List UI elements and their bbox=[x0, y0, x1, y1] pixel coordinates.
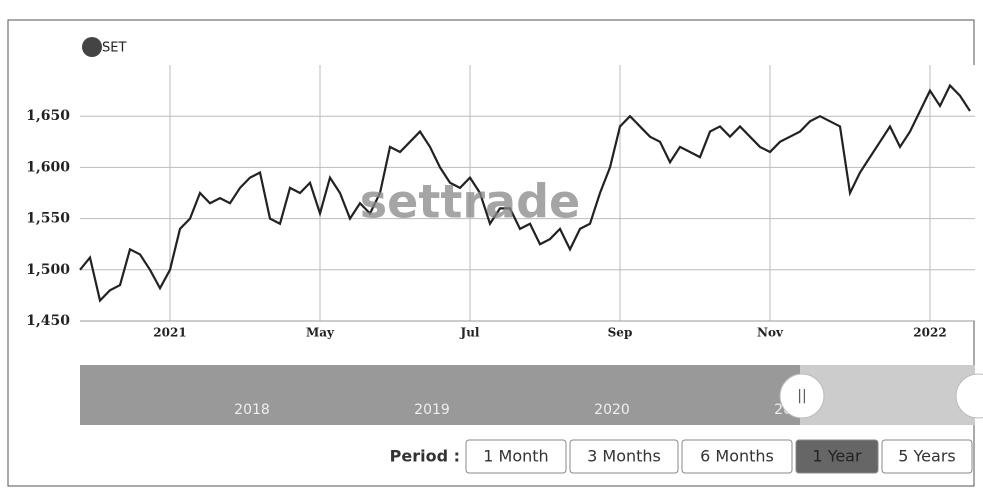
navigator-label: 2018 bbox=[234, 402, 270, 418]
period-button[interactable] bbox=[881, 439, 973, 474]
period-button-label[interactable]: 6 Months bbox=[700, 447, 774, 466]
period-button[interactable] bbox=[681, 439, 793, 474]
legend-label: SET bbox=[102, 41, 126, 56]
period-button-label[interactable]: 5 Years bbox=[898, 447, 955, 466]
legend-swatch bbox=[82, 37, 102, 57]
navigator-handle[interactable] bbox=[955, 373, 983, 419]
period-label: Period : bbox=[390, 447, 460, 466]
navigator-selection bbox=[800, 365, 975, 425]
y-tick-label: 1,600 bbox=[26, 159, 70, 175]
navigator-handle[interactable] bbox=[779, 373, 825, 419]
period-button[interactable] bbox=[795, 439, 879, 474]
x-tick-label: May bbox=[306, 326, 335, 340]
period-button-label[interactable]: 1 Year bbox=[812, 447, 862, 466]
y-tick-label: 1,550 bbox=[26, 211, 70, 227]
y-tick-label: 1,450 bbox=[26, 313, 70, 329]
y-tick-label: 1,500 bbox=[26, 262, 70, 278]
period-button-label[interactable]: 1 Month bbox=[483, 447, 548, 466]
line bbox=[79, 83, 971, 303]
navigator-label: 2019 bbox=[414, 402, 450, 418]
period-button[interactable] bbox=[569, 439, 679, 474]
x-tick-label: 2021 bbox=[153, 326, 186, 340]
x-tick-label: Jul bbox=[460, 326, 480, 340]
y-tick-label: 1,650 bbox=[26, 108, 70, 124]
x-tick-label: 2022 bbox=[913, 326, 946, 340]
watermark: settrade bbox=[360, 175, 580, 229]
x-tick-label: Sep bbox=[608, 326, 633, 340]
plot-area bbox=[80, 65, 975, 321]
navigator-grip: || bbox=[797, 388, 806, 404]
x-tick-label: Nov bbox=[757, 326, 784, 340]
period-button[interactable] bbox=[465, 439, 567, 474]
navigator-label: 2020 bbox=[594, 402, 630, 418]
period-button-label[interactable]: 3 Months bbox=[587, 447, 661, 466]
